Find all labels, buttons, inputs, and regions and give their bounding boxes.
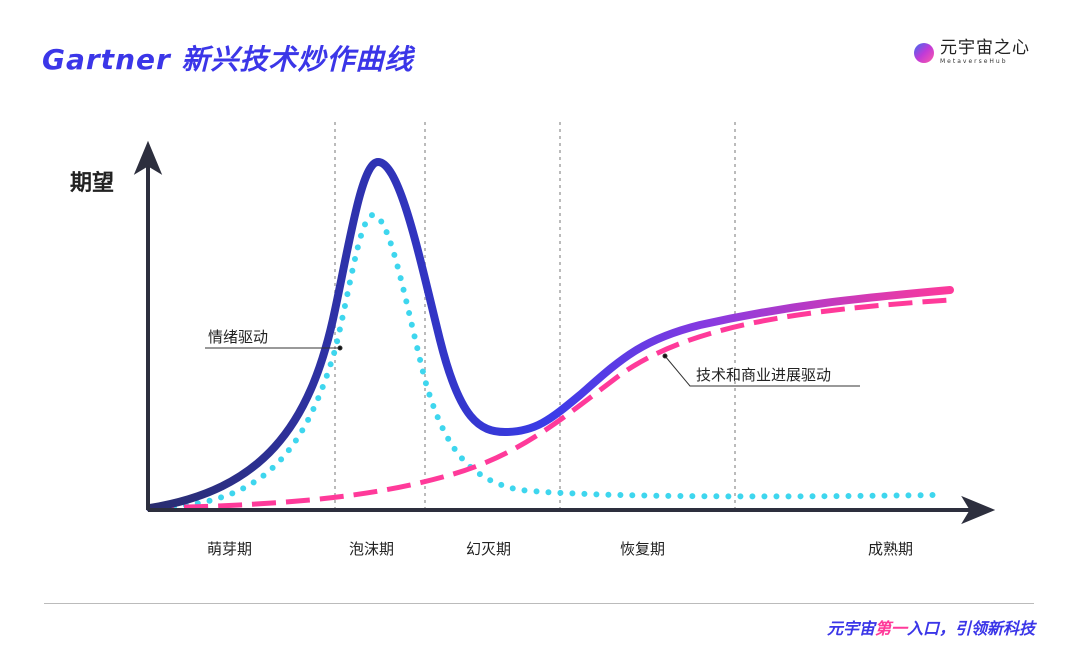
- footer-divider: [44, 603, 1034, 604]
- phase-label: 成熟期: [868, 540, 914, 558]
- slogan-highlight: 第一: [874, 619, 907, 638]
- emotion-curve: [147, 211, 938, 511]
- progress-annotation: 技术和商业进展驱动: [696, 366, 832, 384]
- logo-name: 元宇宙之心: [940, 38, 1030, 58]
- footer-slogan: 元宇宙第一入口，引领新科技: [827, 615, 1035, 639]
- logo: 元宇宙之心 MetaverseHub: [914, 40, 1030, 65]
- annotation-leaders: [205, 345, 860, 387]
- page-title: Gartner 新兴技术炒作曲线: [42, 43, 414, 76]
- phase-label: 泡沫期: [349, 540, 395, 558]
- phase-label: 萌芽期: [207, 540, 253, 558]
- slogan-part: 元宇宙: [826, 619, 875, 638]
- y-axis-label: 期望: [70, 171, 115, 196]
- phase-label: 恢复期: [620, 540, 666, 558]
- axes: [133, 140, 996, 525]
- logo-subtitle: MetaverseHub: [940, 58, 1008, 65]
- y-axis-arrow-icon: [133, 140, 163, 175]
- hype-curve: [146, 157, 954, 512]
- slogan-part: 入口，引领新科技: [906, 619, 1035, 638]
- logo-icon: [914, 42, 934, 63]
- emotion-annotation: 情绪驱动: [208, 328, 269, 346]
- progress-curve: [149, 297, 951, 511]
- x-axis-arrow-icon: [961, 495, 996, 525]
- phase-label: 幻灭期: [466, 540, 512, 558]
- phase-dividers: [334, 122, 736, 510]
